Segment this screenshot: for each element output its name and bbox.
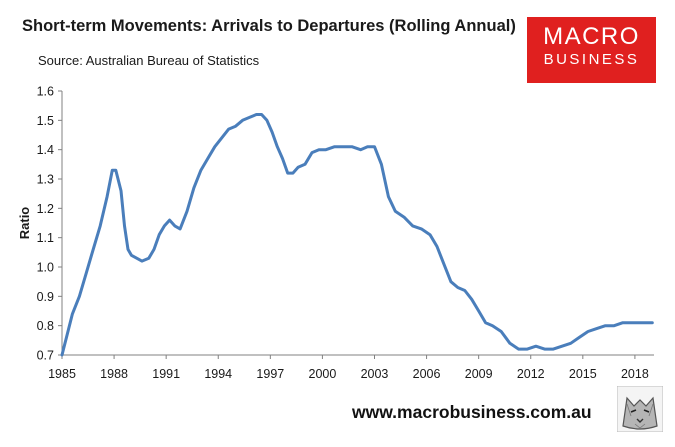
logo-line-2: BUSINESS (543, 51, 640, 68)
y-tick-label: 1.6 (37, 85, 54, 99)
footer-url: www.macrobusiness.com.au (352, 402, 592, 422)
x-tick-label: 1991 (152, 367, 180, 381)
series-line-arrivals-to-departures (60, 113, 654, 357)
x-tick-label: 1997 (256, 367, 284, 381)
y-tick-label: 1.2 (37, 202, 54, 216)
y-tick-label: 0.9 (37, 290, 54, 304)
y-tick-label: 1.0 (37, 261, 54, 275)
y-axis-label: Ratio (17, 207, 32, 240)
y-tick-label: 1.3 (37, 173, 54, 187)
y-tick-label: 1.5 (37, 114, 54, 128)
x-tick-label: 1985 (48, 367, 76, 381)
plot-area: 0.70.80.91.01.11.21.31.41.51.6 1985 1988 1… (37, 85, 654, 381)
x-tick-label: 2012 (517, 367, 545, 381)
y-tick-label: 1.4 (37, 143, 54, 157)
x-axis-ticks: 1985 1988 1991 1994 1997 2000 2003 2006 2009 2012… (48, 355, 649, 381)
y-axis-ticks: 0.7 0.8 0.9 1.0 1.1 1.2 1.3 1.4 1.5 1.6 (37, 85, 62, 363)
logo-line-1: MACRO (543, 23, 640, 50)
line-chart: 0.70.80.91.01.11.21.31.41.51.6 1985 1988 1… (17, 85, 654, 381)
chart-source: Source: Australian Bureau of Statistics (38, 53, 260, 68)
x-tick-label: 1988 (100, 367, 128, 381)
y-tick-label: 0.7 (37, 349, 54, 363)
x-tick-label: 2006 (413, 367, 441, 381)
x-tick-label: 2003 (361, 367, 389, 381)
x-tick-label: 2009 (465, 367, 493, 381)
macrobusiness-logo: MACRO BUSINESS (527, 17, 656, 83)
x-tick-label: 1994 (204, 367, 232, 381)
chart-title: Short-term Movements: Arrivals to Depart… (22, 17, 516, 35)
x-tick-label: 2018 (621, 367, 649, 381)
x-tick-label: 2000 (309, 367, 337, 381)
y-tick-label: 1.1 (37, 231, 54, 245)
wolf-mascot-icon (617, 386, 663, 432)
y-tick-label: 0.8 (37, 319, 54, 333)
x-tick-label: 2015 (569, 367, 597, 381)
